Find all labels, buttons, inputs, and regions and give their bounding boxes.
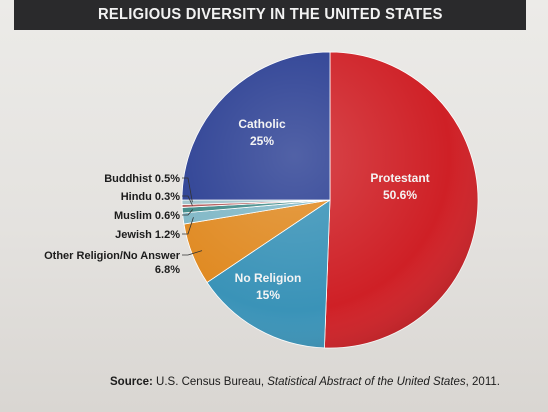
slice-label-muslim: Muslim 0.6% <box>114 210 180 222</box>
leader-line-hindu <box>182 195 193 206</box>
pie-slices <box>181 51 479 349</box>
slice-label-jewish: Jewish 1.2% <box>115 229 180 241</box>
source-agency: U.S. Census Bureau, <box>156 376 265 388</box>
source-year: , 2011. <box>465 376 500 388</box>
source-note: Source: U.S. Census Bureau, Statistical … <box>110 376 540 388</box>
slice-label-buddhist: Buddhist 0.5% <box>104 173 180 185</box>
source-prefix: Source: <box>110 376 153 388</box>
slice-label-no-religion: No Religion 15% <box>235 271 302 302</box>
slice-label-hindu: Hindu 0.3% <box>121 191 181 203</box>
leader-line-muslim <box>182 209 193 216</box>
title-bar: RELIGIOUS DIVERSITY IN THE UNITED STATES <box>14 0 526 30</box>
chart-title: RELIGIOUS DIVERSITY IN THE UNITED STATES <box>97 6 443 23</box>
leader-line-jewish <box>182 217 194 235</box>
slice-label-protestant: Protestant 50.6% <box>370 171 429 202</box>
leader-line-other-religion-no-answer <box>182 250 203 256</box>
slice-label-catholic: Catholic 25% <box>238 117 286 148</box>
leader-line-buddhist <box>182 177 193 203</box>
slice-label-other-religion-no-answer: Other Religion/No Answer 6.8% <box>44 250 181 276</box>
pie-labels: Protestant 50.6% No Religion 15% Other Relig… <box>44 117 430 302</box>
source-publication: Statistical Abstract of the United State… <box>267 376 466 388</box>
